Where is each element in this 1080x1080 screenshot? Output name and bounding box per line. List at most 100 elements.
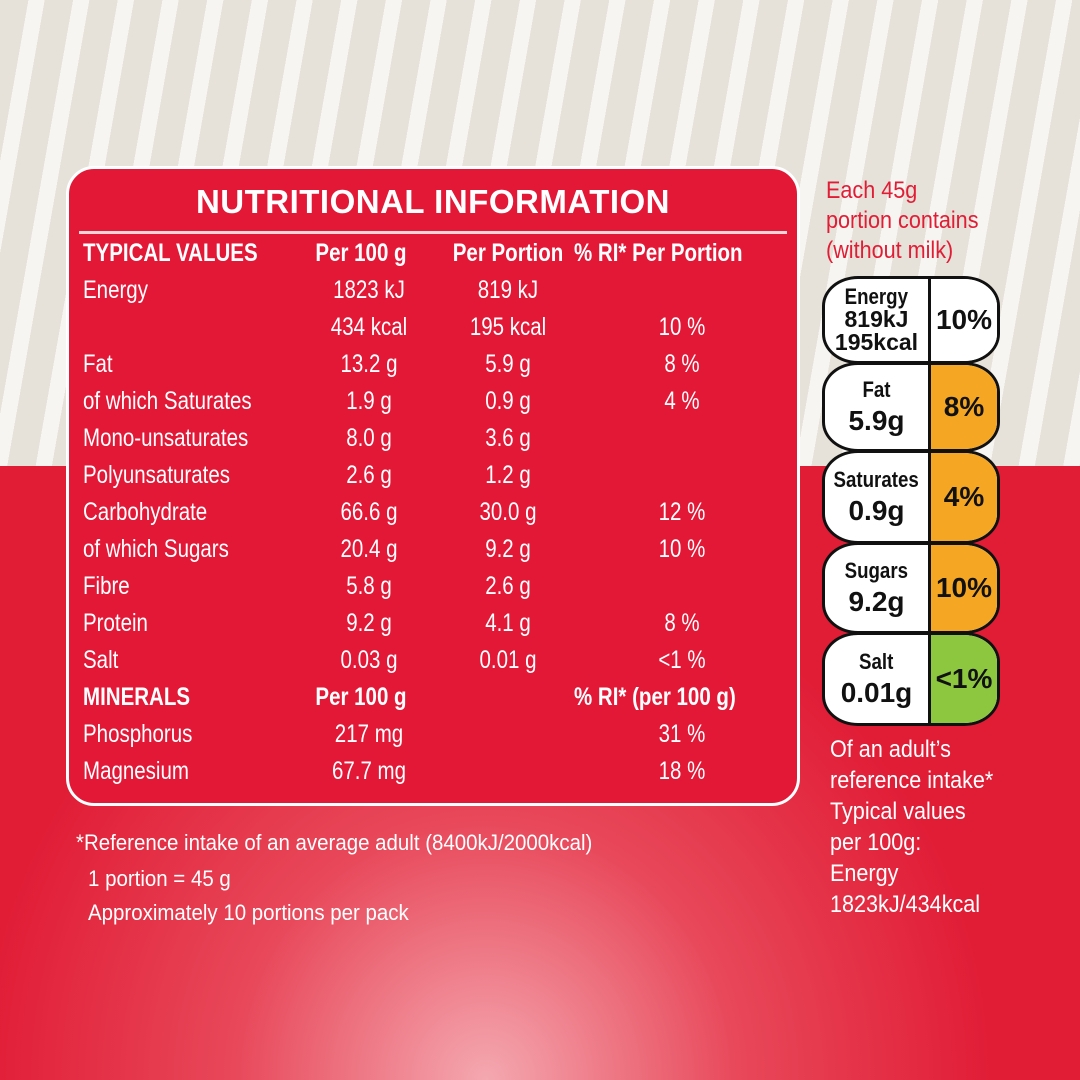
per-portion: 819 kJ — [477, 276, 539, 304]
nutrient-cell: Saturates 0.9g — [825, 453, 931, 541]
per-portion: 0.01 g — [479, 646, 537, 674]
table-row: of which Saturates 1.9 g 0.9 g 4 % — [69, 387, 797, 421]
per-100g: Per 100 g — [315, 683, 407, 711]
nutrient-name: Energy — [844, 284, 909, 309]
row-label: Energy — [83, 276, 148, 304]
traffic-light-energy: Energy 819kJ 195kcal 10% — [822, 276, 1000, 364]
ri-note: Of an adult’s reference intake* Typical va… — [830, 734, 993, 920]
nutrient-value: 0.01g — [840, 677, 913, 708]
note-line: 1823kJ/434kcal — [830, 891, 981, 918]
per-100g: 434 kcal — [330, 313, 408, 341]
nutrient-cell: Sugars 9.2g — [825, 545, 931, 631]
ri-percent: <1% — [931, 635, 997, 723]
intro-line: portion contains — [826, 207, 979, 234]
per-100g: 1823 kJ — [333, 276, 405, 304]
per-100g: 0.03 g — [340, 646, 398, 674]
row-label: MINERALS — [83, 683, 191, 711]
nutrient-cell: Fat 5.9g — [825, 365, 931, 449]
table-row: Phosphorus 217 mg 31 % — [69, 720, 797, 754]
ri-percent: 8 % — [664, 609, 700, 637]
per-portion: 195 kcal — [469, 313, 547, 341]
per-portion: 1.2 g — [485, 461, 531, 489]
ri-percent: 10 % — [658, 535, 706, 563]
note-line: Energy — [830, 860, 899, 887]
ri-percent: 8 % — [664, 350, 700, 378]
row-label: of which Saturates — [83, 387, 252, 415]
per-portion: 4.1 g — [485, 609, 531, 637]
per-100g: 67.7 mg — [331, 757, 407, 785]
traffic-light-sugars: Sugars 9.2g 10% — [822, 542, 1000, 634]
row-label: Salt — [83, 646, 119, 674]
ri-percent: 31 % — [658, 720, 706, 748]
per-portion: 5.9 g — [485, 350, 531, 378]
note-line: Typical values — [830, 798, 966, 825]
per-100g: 2.6 g — [346, 461, 392, 489]
table-header-row: MINERALS Per 100 g % RI* (per 100 g) — [69, 683, 797, 717]
footnote-ri: *Reference intake of an average adult (8… — [76, 830, 593, 855]
table-row: Mono-unsaturates 8.0 g 3.6 g — [69, 424, 797, 458]
ri-percent: 10% — [931, 279, 997, 361]
nutrient-value: 819kJ — [844, 306, 909, 332]
table-row: Magnesium 67.7 mg 18 % — [69, 757, 797, 791]
row-label: Fat — [83, 350, 113, 378]
ri-percent: 4% — [931, 453, 997, 541]
per-portion: 3.6 g — [485, 424, 531, 452]
nutrient-cell: Energy 819kJ 195kcal — [825, 279, 931, 361]
intro-line: Each 45g — [826, 177, 918, 204]
ri-percent: % RI* Per Portion — [574, 239, 743, 267]
nutrition-table: NUTRITIONAL INFORMATION TYPICAL VALUES Pe… — [66, 166, 800, 806]
table-header-row: TYPICAL VALUES Per 100 g Per Portion % RI* … — [69, 239, 797, 273]
note-line: reference intake* — [830, 767, 994, 794]
row-label: Polyunsaturates — [83, 461, 231, 489]
nutrient-name: Fat — [862, 377, 891, 402]
per-portion: 9.2 g — [485, 535, 531, 563]
nutrient-value: 0.9g — [848, 495, 905, 526]
nutrient-name: Sugars — [844, 558, 909, 583]
per-portion: 30.0 g — [479, 498, 537, 526]
traffic-light-salt: Salt 0.01g <1% — [822, 632, 1000, 726]
per-100g: 5.8 g — [346, 572, 392, 600]
table-row: Salt 0.03 g 0.01 g <1 % — [69, 646, 797, 680]
row-label: Mono-unsaturates — [83, 424, 249, 452]
row-label: Phosphorus — [83, 720, 193, 748]
per-100g: 66.6 g — [340, 498, 398, 526]
row-label: Carbohydrate — [83, 498, 208, 526]
table-row: of which Sugars 20.4 g 9.2 g 10 % — [69, 535, 797, 569]
table-row: Polyunsaturates 2.6 g 1.2 g — [69, 461, 797, 495]
row-label: TYPICAL VALUES — [83, 239, 258, 267]
per-100g: 217 mg — [334, 720, 404, 748]
nutrient-value: 5.9g — [848, 405, 905, 436]
ri-percent: 18 % — [658, 757, 706, 785]
nutrient-value: 9.2g — [848, 586, 905, 617]
per-portion: 0.9 g — [485, 387, 531, 415]
note-line: per 100g: — [830, 829, 922, 856]
per-100g: 13.2 g — [340, 350, 398, 378]
divider — [79, 231, 787, 234]
footnote-pack: Approximately 10 portions per pack — [88, 900, 409, 925]
ri-percent: 10 % — [658, 313, 706, 341]
row-label: Protein — [83, 609, 148, 637]
per-100g: 9.2 g — [346, 609, 392, 637]
intro-line: (without milk) — [826, 237, 954, 264]
footnote-portion: 1 portion = 45 g — [88, 866, 231, 891]
portion-intro: Each 45g portion contains (without milk) — [826, 176, 979, 266]
table-row: 434 kcal 195 kcal 10 % — [69, 313, 797, 347]
ri-percent: 4 % — [664, 387, 700, 415]
table-row: Fat 13.2 g 5.9 g 8 % — [69, 350, 797, 384]
table-row: Fibre 5.8 g 2.6 g — [69, 572, 797, 606]
ri-percent: 8% — [931, 365, 997, 449]
table-row: Carbohydrate 66.6 g 30.0 g 12 % — [69, 498, 797, 532]
ri-percent: <1 % — [658, 646, 706, 674]
table-row: Protein 9.2 g 4.1 g 8 % — [69, 609, 797, 643]
per-100g: 20.4 g — [340, 535, 398, 563]
traffic-light-saturates: Saturates 0.9g 4% — [822, 450, 1000, 544]
per-100g: 1.9 g — [346, 387, 392, 415]
table-row: Energy 1823 kJ 819 kJ — [69, 276, 797, 310]
nutrient-name: Saturates — [833, 467, 920, 492]
row-label: Magnesium — [83, 757, 189, 785]
per-portion: 2.6 g — [485, 572, 531, 600]
row-label: of which Sugars — [83, 535, 229, 563]
traffic-light-fat: Fat 5.9g 8% — [822, 362, 1000, 452]
row-label: Fibre — [83, 572, 130, 600]
note-line: Of an adult’s — [830, 736, 951, 763]
